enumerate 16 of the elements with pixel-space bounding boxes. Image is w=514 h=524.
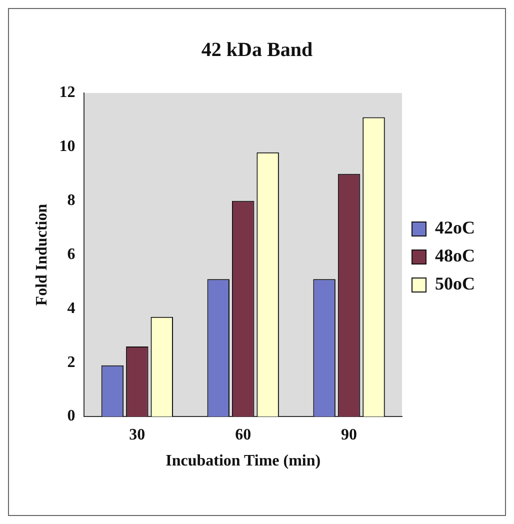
legend-label: 42oC <box>435 218 475 238</box>
x-tick-label: 60 <box>235 426 252 444</box>
y-tick-label: 10 <box>59 138 76 156</box>
y-tick-label: 0 <box>67 408 76 425</box>
x-tick-label: 90 <box>341 426 358 444</box>
chart-title: 42 kDa Band <box>201 39 313 62</box>
legend-label: 48oC <box>435 246 475 266</box>
y-tick-label: 12 <box>59 84 76 102</box>
y-tick-label: 2 <box>67 354 76 371</box>
y-tick-label: 8 <box>67 192 76 210</box>
y-tick-label: 6 <box>67 246 76 263</box>
y-tick-label: 4 <box>67 300 76 317</box>
x-tick-label: 30 <box>129 426 146 444</box>
y-axis-title: Fold Induction <box>34 204 51 306</box>
x-axis-title: Incubation Time (min) <box>166 452 321 470</box>
legend-label: 50oC <box>435 274 475 294</box>
